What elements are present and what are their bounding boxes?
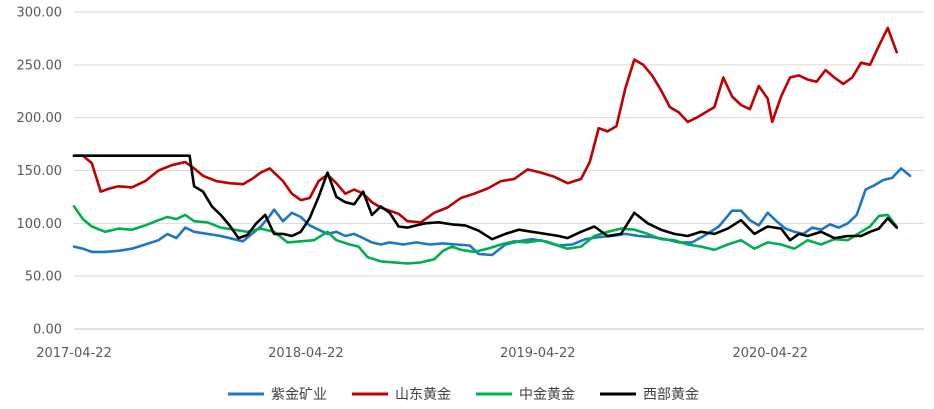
y-axis-tick-labels: 0.00 50.00 100.00 150.00 200.00 250.00 300.00 bbox=[17, 6, 63, 338]
x-tick-label: 2020-04-22 bbox=[732, 346, 808, 361]
legend-label-3: 西部黄金 bbox=[643, 386, 699, 403]
series-line-1 bbox=[72, 26, 898, 224]
legend: 紫金矿业 山东黄金 中金黄金 西部黄金 bbox=[228, 386, 699, 403]
series-line-0 bbox=[72, 167, 912, 257]
y-tick-label: 300.00 bbox=[17, 6, 63, 21]
series-line-2 bbox=[72, 205, 898, 265]
y-tick-label: 200.00 bbox=[17, 111, 63, 126]
legend-label-0: 紫金矿业 bbox=[271, 387, 327, 403]
legend-label-1: 山东黄金 bbox=[395, 386, 451, 403]
x-tick-label: 2017-04-22 bbox=[36, 346, 112, 361]
y-tick-label: 0.00 bbox=[33, 323, 62, 338]
gridlines bbox=[74, 11, 924, 277]
series-line-3 bbox=[72, 154, 898, 242]
x-tick-label: 2018-04-22 bbox=[268, 346, 344, 361]
y-tick-label: 100.00 bbox=[17, 217, 63, 232]
legend-label-2: 中金黄金 bbox=[519, 386, 575, 403]
y-tick-label: 250.00 bbox=[17, 58, 63, 73]
series-lines bbox=[72, 26, 912, 265]
y-tick-label: 50.00 bbox=[25, 270, 62, 285]
x-tick-label: 2019-04-22 bbox=[500, 346, 576, 361]
x-axis-tick-labels: 2017-04-22 2018-04-22 2019-04-22 2020-04-22 bbox=[36, 346, 808, 361]
y-tick-label: 150.00 bbox=[17, 164, 63, 179]
